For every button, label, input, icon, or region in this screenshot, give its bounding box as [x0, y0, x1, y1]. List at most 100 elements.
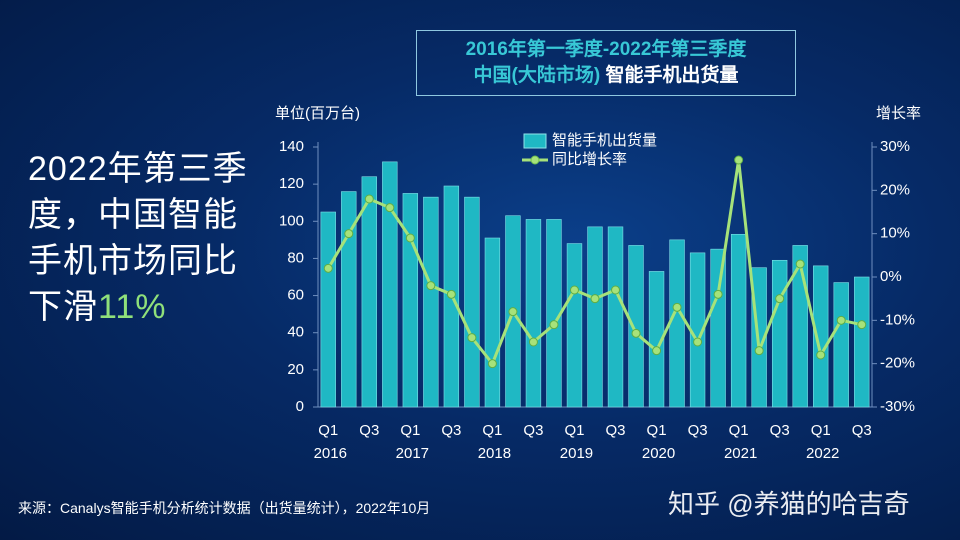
- x-group-label: 2018: [478, 445, 511, 462]
- y2-tick-label: 20%: [880, 181, 910, 198]
- y-tick-label: 60: [287, 287, 304, 304]
- growth-marker: [487, 359, 497, 369]
- bar: [566, 243, 583, 408]
- bar: [341, 191, 357, 408]
- growth-marker: [405, 233, 415, 243]
- bar: [833, 282, 849, 408]
- x-group-label: 2019: [560, 445, 593, 462]
- growth-marker: [734, 155, 744, 165]
- y2-tick-label: -10%: [880, 311, 915, 328]
- x-tick-label: Q3: [441, 422, 461, 439]
- growth-marker: [631, 328, 641, 338]
- x-group-label: 2022: [806, 445, 839, 462]
- growth-marker: [364, 194, 374, 204]
- legend-label: 同比增长率: [552, 151, 627, 168]
- x-tick-label: Q3: [606, 422, 626, 439]
- x-tick-label: Q3: [359, 422, 379, 439]
- x-tick-label: Q1: [482, 422, 502, 439]
- y-tick-label: 120: [279, 175, 304, 192]
- growth-marker: [385, 203, 395, 213]
- bar: [423, 196, 439, 408]
- bar: [525, 219, 542, 408]
- bar: [669, 239, 685, 408]
- x-group-label: 2020: [642, 445, 675, 462]
- y2-tick-label: 10%: [880, 225, 910, 242]
- chart-subtitle-b: 智能手机出货量: [605, 65, 739, 86]
- growth-marker: [836, 315, 846, 325]
- y-tick-label: 100: [279, 212, 304, 229]
- legend-label: 智能手机出货量: [552, 131, 657, 149]
- bar: [607, 226, 624, 408]
- growth-marker: [569, 285, 579, 295]
- x-group-label: 2021: [724, 445, 757, 462]
- y-tick-label: 40: [287, 324, 304, 341]
- y2-tick-label: 0%: [880, 268, 902, 285]
- y2-tick-label: 30%: [880, 138, 910, 155]
- y2-tick-label: -30%: [880, 398, 915, 415]
- bar: [382, 161, 398, 408]
- source-note: 来源：Canalys智能手机分析统计数据（出货量统计），2022年10月: [18, 500, 431, 516]
- headline-highlight: 11%: [98, 288, 167, 326]
- bar: [813, 265, 829, 408]
- growth-marker: [754, 346, 764, 356]
- x-tick-label: Q1: [647, 422, 667, 439]
- y2-tick-label: -20%: [880, 355, 915, 372]
- legend-swatch-bar: [523, 133, 547, 149]
- growth-marker: [590, 294, 600, 304]
- chart-title: 2016年第一季度-2022年第三季度: [465, 39, 747, 60]
- growth-marker: [775, 294, 785, 304]
- x-tick-label: Q1: [729, 422, 749, 439]
- y-axis-label: 单位(百万台): [275, 105, 360, 122]
- growth-marker: [693, 337, 703, 347]
- y-tick-label: 80: [287, 249, 304, 266]
- legend-swatch-marker: [530, 155, 540, 165]
- growth-marker: [816, 350, 826, 360]
- bar: [730, 233, 747, 408]
- growth-marker: [528, 337, 538, 347]
- bar: [710, 248, 726, 408]
- growth-marker: [713, 289, 723, 299]
- title-box: 2016年第一季度-2022年第三季度 中国(大陆市场) 智能手机出货量: [416, 30, 796, 96]
- growth-marker: [672, 302, 682, 312]
- watermark: 知乎 @养猫的哈吉奇: [668, 489, 910, 519]
- growth-marker: [323, 263, 333, 273]
- x-tick-label: Q1: [564, 422, 584, 439]
- x-tick-label: Q3: [770, 422, 790, 439]
- bar: [402, 193, 419, 408]
- growth-marker: [508, 307, 518, 317]
- y-tick-label: 140: [279, 138, 304, 155]
- bar: [484, 237, 501, 408]
- bar: [587, 226, 603, 408]
- x-tick-label: Q1: [811, 422, 831, 439]
- growth-marker: [467, 333, 477, 343]
- bar: [361, 176, 377, 408]
- x-tick-label: Q1: [400, 422, 420, 439]
- growth-marker: [611, 285, 621, 295]
- x-tick-label: Q1: [318, 422, 338, 439]
- x-group-label: 2017: [396, 445, 429, 462]
- bar: [320, 211, 336, 408]
- y-tick-label: 20: [287, 361, 304, 378]
- growth-marker: [344, 229, 354, 239]
- x-tick-label: Q3: [688, 422, 708, 439]
- bar: [628, 245, 644, 408]
- x-tick-label: Q3: [523, 422, 543, 439]
- growth-marker: [857, 320, 867, 330]
- growth-marker: [426, 281, 436, 291]
- x-tick-label: Q3: [852, 422, 872, 439]
- bar: [464, 196, 480, 408]
- y-tick-label: 0: [296, 398, 304, 415]
- growth-marker: [549, 320, 559, 330]
- growth-marker: [795, 259, 805, 269]
- headline-text: 2022年第三季度，中国智能手机市场同比下滑: [28, 150, 248, 326]
- chart-subtitle-a: 中国(大陆市场): [473, 65, 601, 86]
- growth-marker: [652, 346, 662, 356]
- y2-axis-label: 增长率: [876, 105, 921, 122]
- x-group-label: 2016: [314, 445, 347, 462]
- bar: [771, 259, 788, 408]
- bar: [854, 276, 870, 408]
- headline: 2022年第三季度，中国智能手机市场同比下滑11%: [28, 146, 256, 330]
- growth-marker: [446, 289, 456, 299]
